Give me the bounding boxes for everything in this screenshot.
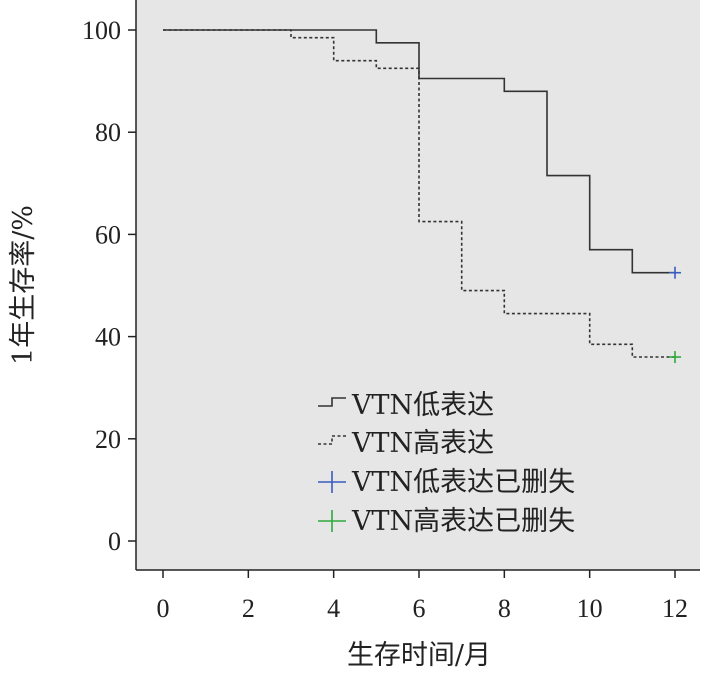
y-tick-label: 80 [95,118,121,147]
y-tick-label: 60 [95,220,121,249]
legend-plus-blue-icon [318,471,346,493]
legend-label-high: VTN高表达 [351,428,494,459]
x-tick-label: 8 [498,594,511,623]
x-axis-ticks: 0 2 4 6 8 10 12 [157,570,688,623]
survival-curves [163,29,675,358]
censor-mark-high-icon [669,351,681,364]
y-tick-label: 20 [95,425,121,454]
censor-mark-low-icon [669,266,681,279]
y-axis-label: 1年生存率/% [8,205,39,365]
y-axis-ticks: 0 20 40 60 80 100 [82,16,136,556]
x-tick-label: 0 [157,594,170,623]
legend-swatch-high-step [318,435,346,445]
x-axis-label: 生存时间/月 [347,640,491,671]
legend-item-high: VTN高表达 [318,428,494,459]
series-line-low [163,29,675,274]
legend-label-low: VTN低表达 [351,390,494,421]
x-tick-label: 10 [577,594,603,623]
legend-plus-green-icon [318,510,346,532]
series-line-high [163,29,675,358]
legend-label-low-censored: VTN低表达已删失 [351,467,575,498]
censor-marks [669,266,681,364]
legend-swatch-low-step [318,397,346,407]
y-tick-label: 0 [108,527,121,556]
x-tick-label: 6 [413,594,426,623]
legend-item-low-censored: VTN低表达已删失 [318,467,575,498]
x-tick-label: 4 [327,594,340,623]
legend-item-high-censored: VTN高表达已删失 [318,506,575,537]
y-tick-label: 40 [95,323,121,352]
legend-item-low: VTN低表达 [318,390,494,421]
y-tick-label: 100 [82,16,121,45]
legend: VTN低表达 VTN高表达 VTN低表达已删失 VTN高表达已删失 [318,390,575,537]
plot-background [136,0,700,570]
x-tick-label: 12 [662,594,688,623]
legend-label-high-censored: VTN高表达已删失 [351,506,575,537]
x-tick-label: 2 [242,594,255,623]
